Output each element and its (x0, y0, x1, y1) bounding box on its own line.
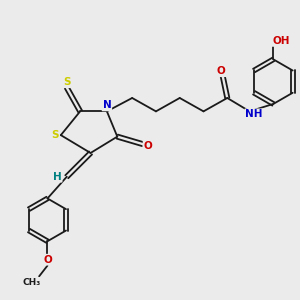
Text: S: S (63, 77, 70, 87)
Text: NH: NH (245, 109, 263, 119)
Text: O: O (143, 140, 152, 151)
Text: O: O (217, 66, 226, 76)
Text: CH₃: CH₃ (23, 278, 41, 287)
Text: OH: OH (272, 36, 290, 46)
Text: H: H (53, 172, 62, 182)
Text: N: N (103, 100, 111, 110)
Text: S: S (51, 130, 59, 140)
Text: O: O (43, 255, 52, 265)
